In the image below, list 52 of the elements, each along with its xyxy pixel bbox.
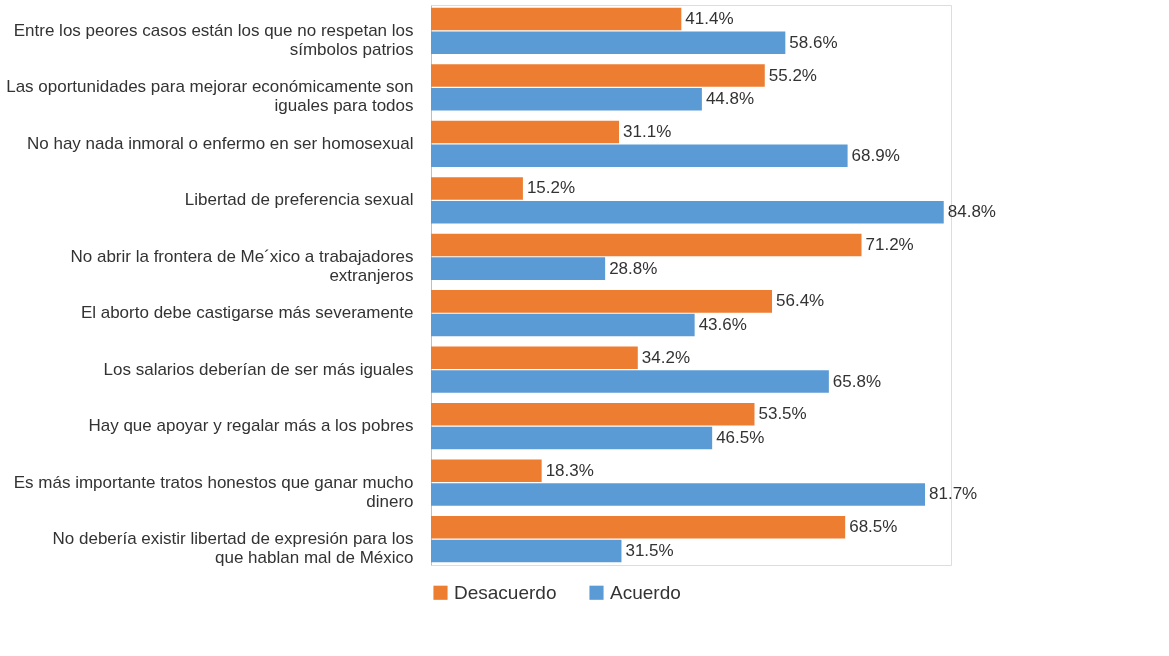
y-tick-label: El aborto debe castigarse más severamente xyxy=(80,303,414,323)
data-label: 65.8% xyxy=(832,371,882,391)
bar xyxy=(431,257,606,280)
data-label: 31.5% xyxy=(625,540,674,560)
bar xyxy=(431,402,755,426)
bar xyxy=(431,7,682,31)
y-tick-label: Hay que apoyar y regalar más a los pobres xyxy=(88,416,414,436)
bar xyxy=(431,290,773,313)
y-tick-label: No debería existir libertad de expresión para los que hablan mal de México xyxy=(52,529,414,568)
data-label: 28.8% xyxy=(609,258,658,278)
y-tick-label: No hay nada inmoral o enfermo en ser homosexual xyxy=(27,133,414,153)
bar xyxy=(431,233,862,257)
bar xyxy=(431,539,622,563)
bar xyxy=(431,483,925,506)
bar xyxy=(431,515,846,539)
data-label: 31.1% xyxy=(623,122,672,141)
y-tick-label: Las oportunidades para mejorar económicamente son iguales para todos xyxy=(6,77,414,116)
data-label: 55.2% xyxy=(768,65,817,85)
legend-label: Acuerdo xyxy=(610,581,681,603)
data-label: 56.4% xyxy=(776,291,825,311)
bar xyxy=(431,313,695,337)
data-label: 58.6% xyxy=(789,32,838,52)
data-label: 68.9% xyxy=(851,145,900,165)
y-tick-label: Entre los peores casos están los que no respetan los símbolos patrios xyxy=(13,20,414,59)
data-label: 46.5% xyxy=(716,428,765,447)
y-tick-label: No abrir la frontera de Me´xico a trabajadores extranjeros xyxy=(70,246,414,285)
bar xyxy=(431,370,829,393)
bar xyxy=(431,88,702,111)
y-tick-label: Los salarios deberían de ser más iguales xyxy=(103,359,414,379)
data-label: 81.7% xyxy=(929,484,978,504)
bar xyxy=(431,64,765,87)
data-label: 41.4% xyxy=(685,9,734,29)
bar xyxy=(431,144,848,168)
bar xyxy=(431,426,713,450)
data-label: 44.8% xyxy=(705,89,755,109)
data-label: 18.3% xyxy=(545,460,594,480)
bar xyxy=(431,200,944,224)
data-label: 68.5% xyxy=(849,517,898,537)
bar xyxy=(431,31,786,55)
y-tick-label: Libertad de preferencia sexual xyxy=(184,190,414,210)
data-label: 15.2% xyxy=(526,178,576,198)
bar xyxy=(431,459,542,482)
data-label: 84.8% xyxy=(947,202,996,222)
bar xyxy=(431,177,523,200)
data-label: 71.2% xyxy=(865,234,914,254)
y-tick-label: Es más importante tratos honestos que ganar mucho dinero xyxy=(13,472,414,511)
bar xyxy=(431,120,620,144)
data-label: 43.6% xyxy=(698,315,747,335)
bar xyxy=(431,346,638,370)
data-label: 34.2% xyxy=(641,347,690,367)
data-label: 53.5% xyxy=(758,404,807,424)
legend-label: Desacuerdo xyxy=(454,581,557,603)
